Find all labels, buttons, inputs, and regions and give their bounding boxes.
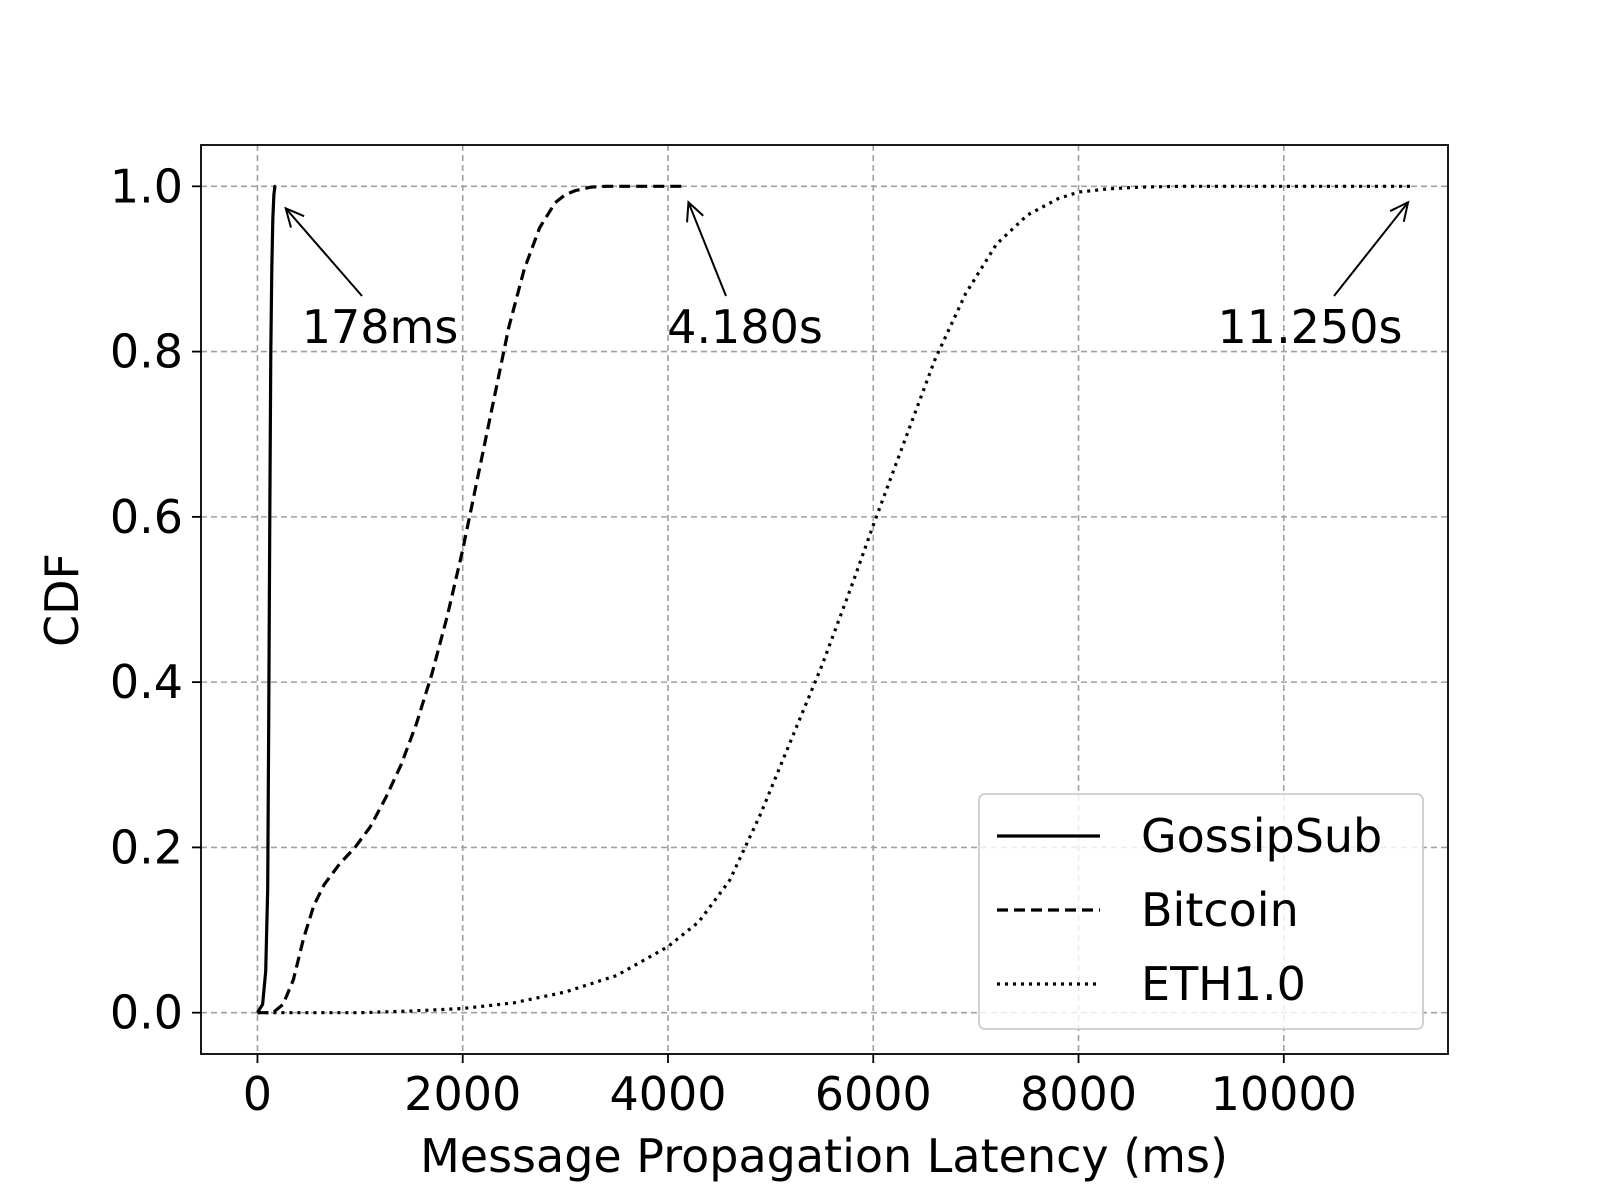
series-line-eth1-0 bbox=[257, 184, 1413, 1015]
annotation-label: 178ms bbox=[302, 300, 459, 354]
x-tick-label: 2000 bbox=[404, 1067, 521, 1121]
x-tick-label: 8000 bbox=[1020, 1067, 1137, 1121]
annotation-arrow bbox=[1333, 201, 1409, 297]
annotation-arrowhead bbox=[284, 206, 305, 228]
y-tick-label: 0.4 bbox=[110, 655, 183, 709]
y-tick-label: 0.0 bbox=[110, 986, 183, 1040]
legend: GossipSub Bitcoin ETH1.0 bbox=[978, 793, 1424, 1030]
y-tick-label: 0.8 bbox=[110, 325, 183, 379]
annotation-label: 11.250s bbox=[1218, 300, 1403, 354]
legend-label: GossipSub bbox=[1141, 809, 1382, 863]
x-axis-label: Message Propagation Latency (ms) bbox=[420, 1129, 1228, 1183]
legend-label: ETH1.0 bbox=[1141, 957, 1306, 1011]
legend-frame bbox=[978, 793, 1424, 1030]
legend-label: Bitcoin bbox=[1141, 883, 1299, 937]
annotations: 178ms 4.180s 11.250s bbox=[284, 200, 1410, 354]
series-line-gossipsub bbox=[256, 184, 277, 1014]
grid bbox=[201, 145, 1448, 1054]
plot-frame bbox=[200, 144, 1449, 1055]
annotation-label: 4.180s bbox=[667, 300, 823, 354]
x-tick-label: 6000 bbox=[815, 1067, 932, 1121]
x-tick-label: 0 bbox=[243, 1067, 272, 1121]
annotation-arrowhead bbox=[686, 200, 704, 223]
x-tick-label: 10000 bbox=[1211, 1067, 1357, 1121]
y-tick-label: 0.6 bbox=[110, 490, 183, 544]
series-line-bitcoin bbox=[257, 184, 687, 1015]
axis-ticks: 0 2000 4000 6000 8000 10000 0.0 0.2 0.4 0.6 0.8 1.0 bbox=[110, 159, 1357, 1121]
annotation-arrowhead bbox=[1389, 200, 1410, 223]
series-lines bbox=[256, 184, 1413, 1015]
y-tick-label: 0.2 bbox=[110, 820, 183, 874]
x-tick-label: 4000 bbox=[609, 1067, 726, 1121]
annotation-arrow bbox=[687, 201, 727, 297]
annotation-arrow bbox=[284, 207, 363, 297]
y-axis-label: CDF bbox=[35, 553, 89, 647]
y-tick-label: 1.0 bbox=[110, 159, 183, 213]
